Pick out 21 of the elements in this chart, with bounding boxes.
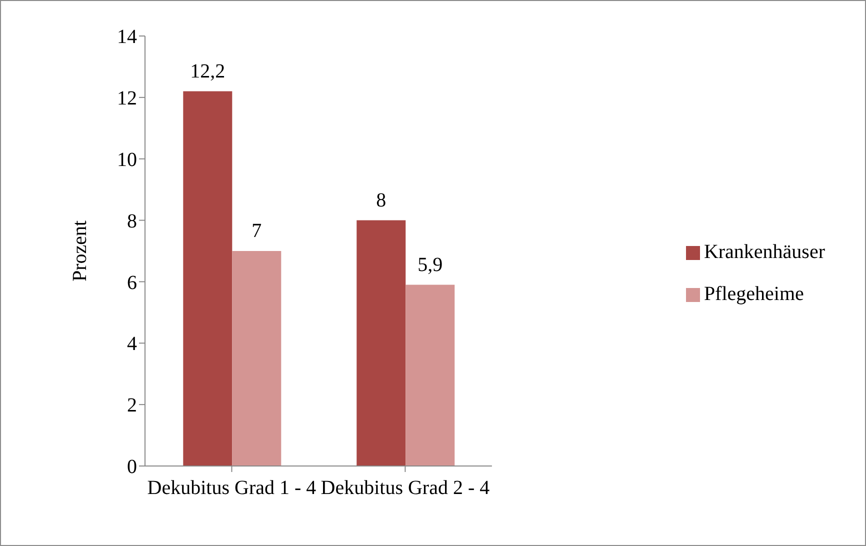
data-label: 5,9 xyxy=(418,254,443,276)
bar xyxy=(232,251,282,466)
y-tick-label: 12 xyxy=(117,88,137,110)
bar xyxy=(356,220,406,466)
bar xyxy=(183,91,232,466)
bar xyxy=(406,284,455,466)
y-tick-label: 0 xyxy=(127,456,137,478)
data-label: 8 xyxy=(376,189,386,212)
x-tick-label: Dekubitus Grad 2 - 4 xyxy=(320,477,490,500)
data-label: 7 xyxy=(252,220,262,242)
y-tick-label: 2 xyxy=(127,394,137,417)
x-tick-label: Dekubitus Grad 1 - 4 xyxy=(147,477,316,500)
y-tick-label: 14 xyxy=(117,26,137,48)
y-tick-label: 8 xyxy=(127,210,137,232)
y-tick-label: 4 xyxy=(127,333,137,356)
data-label: 12,2 xyxy=(190,60,226,82)
y-axis-title: Prozent xyxy=(69,220,92,282)
y-tick-label: 6 xyxy=(127,272,137,294)
legend-label: Pflegeheime xyxy=(704,283,804,305)
legend-label: Krankenhäuser xyxy=(704,241,825,263)
y-tick-label: 10 xyxy=(117,148,137,171)
